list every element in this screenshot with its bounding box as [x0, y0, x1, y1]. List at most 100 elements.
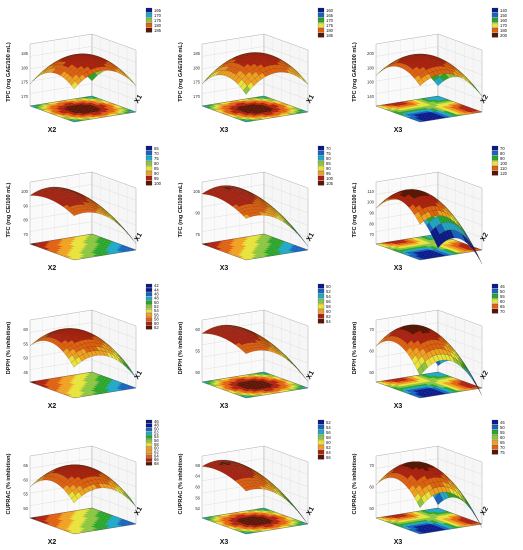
- legend-swatch: [491, 444, 499, 450]
- legend-label: 100: [326, 176, 334, 181]
- legend-label: 50: [500, 289, 505, 294]
- legend-swatch: [317, 424, 325, 430]
- x-axis-title: X3: [220, 539, 229, 546]
- legend-swatch: [491, 170, 499, 176]
- legend-label: 54: [154, 434, 159, 439]
- z-tick-label: 140: [367, 94, 375, 99]
- contour-map: [375, 95, 483, 123]
- legend-label: 46: [154, 419, 159, 424]
- z-tick-label: 70: [369, 232, 374, 237]
- legend-label: 44: [154, 287, 159, 292]
- legend-swatch: [145, 165, 153, 171]
- legend-label: 160: [326, 8, 334, 13]
- z-tick-label: 52: [195, 506, 200, 511]
- z-tick-label: 60: [23, 477, 28, 482]
- legend-label: 70: [500, 146, 505, 151]
- z-tick-label: 60: [195, 485, 200, 490]
- z-axis-title: TFC (mg CE/100 mL): [352, 183, 358, 238]
- legend-label: 180: [326, 28, 334, 33]
- legend-swatch: [145, 175, 153, 181]
- panel-r2c1: 70 80 90 100 TFC (mg CE/100 mL) X2 X1 65 70 75 80 8…: [0, 140, 170, 274]
- legend-swatch: [317, 170, 325, 176]
- x2-axis-title: X1: [306, 94, 316, 105]
- legend-swatch: [317, 150, 325, 156]
- legend-swatch: [317, 429, 325, 435]
- z-axis-title: DPPH (% inhibition): [352, 322, 358, 375]
- response-surface: [375, 53, 483, 97]
- legend-label: 52: [154, 304, 159, 309]
- legend-label: 170: [326, 18, 334, 23]
- z-tick-label: 90: [369, 211, 374, 216]
- legend-label: 58: [154, 317, 159, 322]
- z-tick-label: 60: [195, 327, 200, 332]
- contour-map: [29, 371, 137, 399]
- legend-swatch: [145, 419, 153, 424]
- legend-swatch: [491, 150, 499, 156]
- z-tick-label: 170: [193, 94, 201, 99]
- z-tick-label: 90: [23, 203, 28, 208]
- z-axis-title: CUPRAC (% inhibition): [352, 453, 358, 514]
- legend-label: 64: [326, 319, 331, 324]
- legend-label: 85: [154, 166, 159, 171]
- legend-label: 58: [154, 442, 159, 447]
- legend-swatch: [317, 32, 325, 38]
- x2-axis-title: X1: [134, 94, 144, 105]
- legend-label: 58: [326, 304, 331, 309]
- legend-label: 105: [326, 181, 334, 186]
- legend-label: 165: [326, 13, 334, 18]
- z-axis-title: TPC (mg GAE/100 mL): [178, 42, 184, 102]
- legend-label: 90: [500, 156, 505, 161]
- legend-label: 120: [500, 171, 508, 176]
- legend-label: 60: [500, 435, 505, 440]
- legend-label: 185: [326, 33, 334, 38]
- legend-label: 80: [154, 161, 159, 166]
- legend-swatch: [317, 180, 325, 186]
- z-tick-label: 170: [21, 94, 29, 99]
- legend-label: 180: [154, 23, 162, 28]
- legend-swatch: [491, 429, 499, 435]
- legend-swatch: [145, 300, 153, 305]
- legend-label: 150: [500, 13, 508, 18]
- legend-label: 90: [326, 166, 331, 171]
- legend-label: 65: [154, 146, 159, 151]
- legend-swatch: [145, 145, 153, 151]
- response-surface: [375, 461, 483, 528]
- legend-label: 60: [326, 440, 331, 445]
- legend-swatch: [317, 160, 325, 166]
- contour-map: [201, 233, 309, 261]
- legend-swatch: [145, 454, 153, 458]
- z-tick-label: 70: [369, 327, 374, 332]
- legend-label: 64: [326, 450, 331, 455]
- legend-label: 60: [500, 299, 505, 304]
- response-surface: [29, 328, 137, 378]
- legend-label: 58: [326, 435, 331, 440]
- legend-swatch: [145, 180, 153, 186]
- legend-swatch: [317, 7, 325, 13]
- x-axis-title: X2: [48, 539, 57, 546]
- z-tick-label: 70: [23, 232, 28, 237]
- x-axis-title: X3: [394, 127, 403, 134]
- z-axis-title: TFC (mg CE/100 mL): [178, 183, 184, 238]
- z-tick-label: 160: [367, 80, 375, 85]
- legend-label: 110: [500, 166, 507, 171]
- legend-swatch: [317, 17, 325, 23]
- legend-label: 65: [500, 304, 505, 309]
- legend-swatch: [145, 427, 153, 432]
- legend-label: 52: [154, 430, 159, 435]
- z-tick-label: 65: [23, 463, 28, 468]
- legend-label: 85: [326, 161, 331, 166]
- legend-swatch: [145, 296, 153, 301]
- z-axis-title: CUPRAC (% inhibition): [6, 453, 12, 514]
